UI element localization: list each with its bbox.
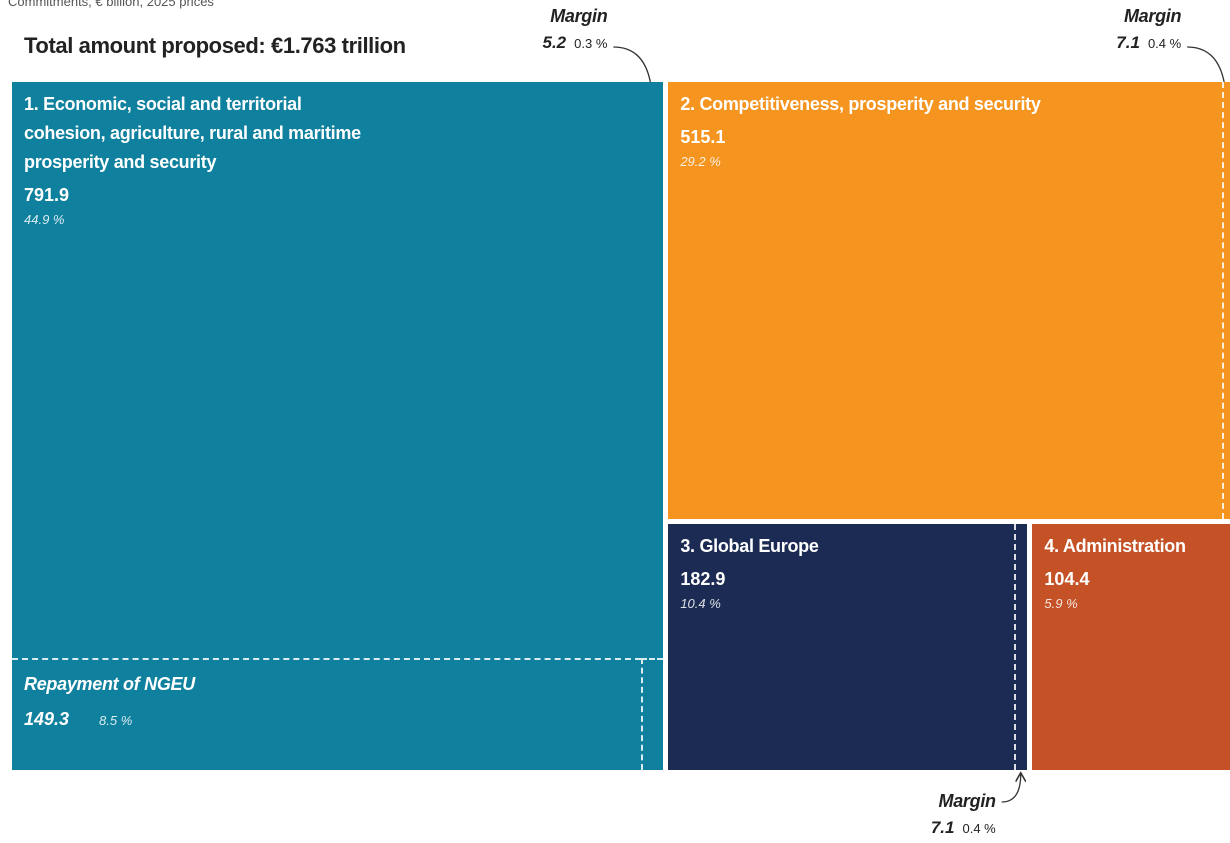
margin-share: 0.4 % bbox=[1147, 36, 1182, 51]
block bbox=[12, 82, 664, 658]
block-value: 104.4 bbox=[1044, 569, 1090, 590]
margin-label: Margin 7.1 0.4 % bbox=[1116, 5, 1181, 53]
part-value: 149.3 bbox=[24, 708, 70, 729]
block-value: 791.9 bbox=[24, 185, 70, 205]
margin-row: 7.1 0.4 % bbox=[1116, 33, 1181, 53]
margin-name: Margin bbox=[550, 6, 608, 26]
margin-share: 0.4 % bbox=[962, 821, 996, 836]
margin-label: Margin 5.2 0.3 % bbox=[543, 5, 608, 53]
part-share: 8.5 % bbox=[99, 712, 133, 728]
block-share: 10.4 % bbox=[680, 596, 721, 612]
block-value: 515.1 bbox=[680, 127, 726, 147]
margin-row: 7.1 0.4 % bbox=[931, 818, 996, 838]
margin-name: Margin bbox=[938, 791, 997, 811]
margin-label: Margin 7.1 0.4 % bbox=[931, 790, 996, 838]
block-value: 182.9 bbox=[680, 569, 726, 590]
block bbox=[1032, 524, 1230, 770]
subtitle: Commitments, € billion, 2025 prices bbox=[8, 0, 214, 9]
part-row: 149.3 8.5 % bbox=[24, 709, 195, 730]
margin-row: 5.2 0.3 % bbox=[543, 33, 608, 53]
margin-arrow bbox=[1001, 774, 1021, 803]
block-share: 44.9 % bbox=[24, 212, 65, 227]
part-label: Repayment of NGEU 149.3 8.5 % bbox=[24, 670, 195, 730]
block-name: 4. Administration bbox=[1044, 536, 1186, 557]
block-name: 2. Competitiveness, prosperity and secur… bbox=[680, 94, 1041, 114]
chart-title: Total amount proposed: €1.763 trillion bbox=[24, 33, 406, 58]
margin-value: 7.1 bbox=[930, 818, 955, 837]
block-label: 3. Global Europe 182.9 10.4 % bbox=[680, 532, 1002, 611]
part-block bbox=[12, 657, 642, 770]
margin-name: Margin bbox=[1123, 6, 1182, 26]
block bbox=[668, 82, 1223, 520]
block-label: 4. Administration 104.4 5.9 % bbox=[1044, 532, 1218, 611]
part-block bbox=[641, 657, 664, 770]
block-label: 2. Competitiveness, prosperity and secur… bbox=[680, 90, 1210, 169]
block bbox=[668, 524, 1014, 770]
part-name: Repayment of NGEU bbox=[24, 673, 195, 694]
margin-share: 0.3 % bbox=[574, 36, 608, 51]
block-share: 29.2 % bbox=[680, 154, 721, 169]
block-name: 3. Global Europe bbox=[680, 536, 819, 557]
margin-value: 5.2 bbox=[542, 33, 567, 52]
block-share: 5.9 % bbox=[1044, 596, 1078, 612]
block-name: 1. Economic, social and territorial cohe… bbox=[24, 94, 361, 172]
margin-value: 7.1 bbox=[1116, 33, 1140, 52]
part-block bbox=[1014, 524, 1028, 770]
part-block bbox=[1222, 82, 1230, 520]
block-label: 1. Economic, social and territorial cohe… bbox=[24, 90, 364, 227]
